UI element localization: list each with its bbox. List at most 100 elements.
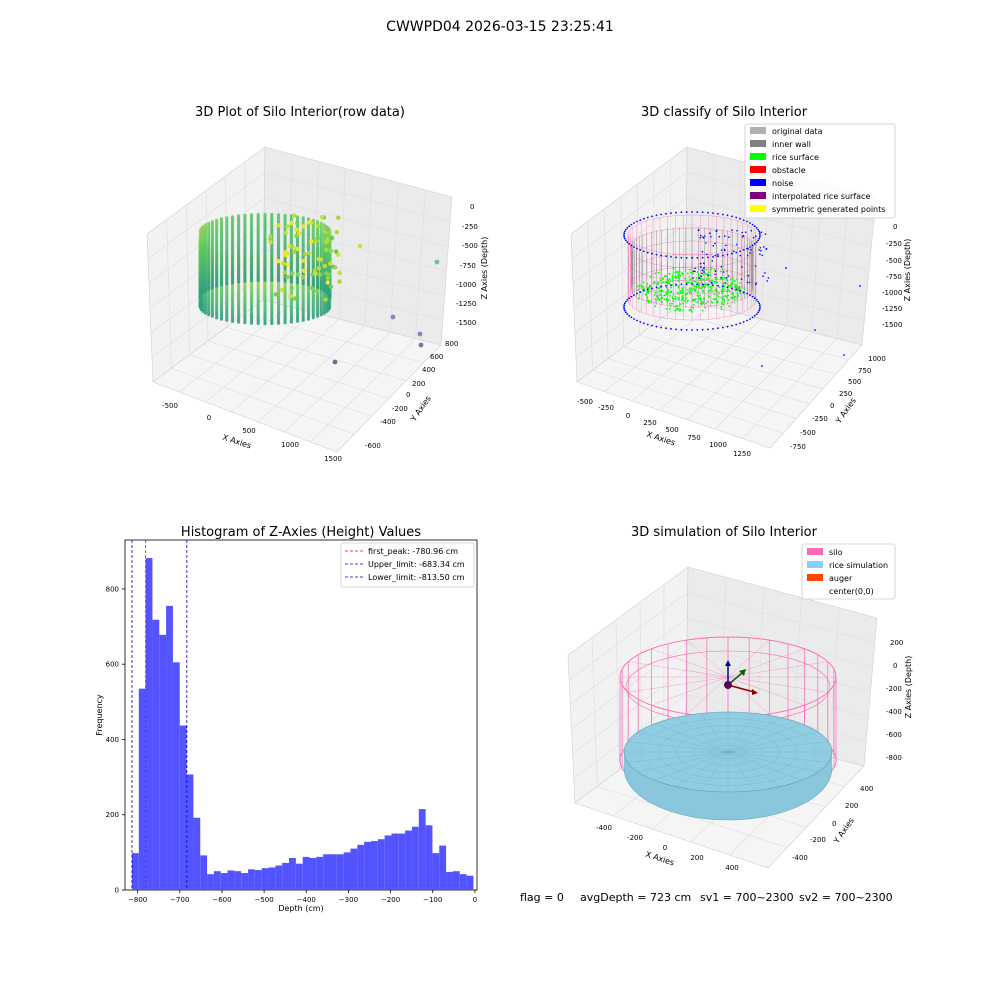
classify-rice-point bbox=[688, 269, 691, 271]
simulation-y-tick: 200 bbox=[845, 802, 858, 810]
classify-noise-point bbox=[716, 229, 718, 232]
classify-noise-point bbox=[751, 223, 754, 226]
raw-point bbox=[337, 279, 342, 284]
simulation-z-tick: -200 bbox=[886, 685, 902, 693]
classify-panel-title: 3D classify of Silo Interior bbox=[641, 105, 808, 120]
simulation-silo-roof-line bbox=[686, 639, 729, 678]
classify-noise-point bbox=[707, 256, 709, 259]
classify-noise-point bbox=[626, 241, 629, 244]
classify-rice-point bbox=[678, 277, 680, 280]
classify-y-tick-labels: -750 -500 -250 0 250 500 750 1000 bbox=[790, 355, 886, 451]
raw-point bbox=[314, 288, 320, 294]
classify-noise-point bbox=[636, 319, 638, 322]
classify-noise-point bbox=[717, 212, 719, 215]
histogram-bar bbox=[241, 873, 249, 890]
raw-point bbox=[295, 272, 301, 277]
raw-point bbox=[324, 271, 329, 276]
classify-rice-point bbox=[720, 301, 723, 304]
classify-noise-point bbox=[753, 225, 756, 228]
raw-grid-line bbox=[415, 189, 426, 339]
histogram-x-axis-label: Depth (cm) bbox=[278, 904, 323, 913]
classify-rice-point bbox=[639, 284, 642, 287]
classify-noise-point bbox=[739, 322, 741, 325]
classify-z-tick: -1250 bbox=[882, 305, 902, 313]
raw-point bbox=[289, 280, 293, 284]
classify-noise-point bbox=[623, 309, 626, 312]
classify-rice-point bbox=[649, 300, 652, 303]
classify-noise-point bbox=[633, 294, 635, 296]
classify-noise-point bbox=[754, 283, 757, 286]
raw-point bbox=[320, 214, 325, 220]
raw-outlier-point bbox=[417, 331, 423, 337]
classify-noise-point bbox=[680, 328, 683, 331]
classify-rice-point bbox=[725, 270, 728, 272]
classify-noise-point bbox=[711, 260, 714, 262]
simulation-legend-label: silo bbox=[829, 548, 843, 557]
classify-rice-point bbox=[699, 298, 702, 300]
classify-rice-point bbox=[669, 305, 672, 307]
classify-noise-point bbox=[628, 297, 631, 300]
classify-noise-point bbox=[651, 215, 653, 218]
simulation-x-tick: -200 bbox=[627, 834, 643, 842]
classify-y-tick: -250 bbox=[812, 415, 828, 423]
classify-rice-point bbox=[723, 288, 726, 291]
raw-point bbox=[295, 281, 300, 285]
histogram-x-tick-label: 0 bbox=[473, 896, 477, 904]
classify-noise-point bbox=[691, 283, 693, 285]
histogram-bar bbox=[446, 871, 453, 890]
histogram-bar bbox=[364, 841, 371, 890]
classify-noise-point bbox=[623, 235, 626, 238]
classify-rice-point bbox=[723, 300, 726, 303]
raw-y-tick: 400 bbox=[422, 366, 435, 374]
raw-z-tick: -1000 bbox=[456, 281, 476, 289]
raw-y-tick: -200 bbox=[392, 405, 408, 413]
classify-rice-point bbox=[730, 283, 733, 286]
classify-rice-point bbox=[654, 305, 657, 308]
classify-noise-point bbox=[685, 329, 688, 331]
classify-noise-point bbox=[712, 284, 714, 286]
classify-rice-point bbox=[678, 270, 681, 272]
classify-noise-point bbox=[703, 237, 705, 239]
classify-rice-point bbox=[732, 295, 735, 297]
raw-z-tick: -1250 bbox=[456, 300, 476, 308]
classify-rice-point bbox=[686, 293, 688, 295]
classify-rice-point bbox=[700, 303, 703, 306]
histogram-y-tick-label: 200 bbox=[106, 811, 119, 819]
histogram-bar bbox=[248, 869, 255, 890]
classify-noise-point bbox=[651, 324, 653, 327]
classify-noise-point bbox=[685, 211, 688, 214]
classify-noise-point bbox=[714, 242, 716, 245]
classify-rice-point bbox=[693, 280, 696, 283]
classify-rice-point bbox=[663, 294, 666, 297]
histogram-bar bbox=[295, 863, 303, 890]
classify-noise-point bbox=[700, 266, 702, 268]
simulation-y-tick: -400 bbox=[792, 854, 808, 862]
classify-rice-point bbox=[699, 287, 701, 289]
classify-noise-point bbox=[753, 297, 756, 300]
classify-y-tick: -500 bbox=[800, 429, 816, 437]
classify-noise-point bbox=[757, 239, 759, 242]
classify-noise-point bbox=[651, 287, 653, 290]
classify-rice-point bbox=[705, 268, 708, 271]
simulation-legend-label: center(0,0) bbox=[829, 587, 874, 596]
simulation-z-tick: 0 bbox=[893, 662, 897, 670]
classify-noise-point bbox=[646, 216, 649, 219]
classify-rice-point bbox=[731, 281, 734, 284]
classify-z-tick: -250 bbox=[886, 240, 902, 248]
classify-rice-point bbox=[683, 300, 685, 302]
raw-point bbox=[215, 284, 219, 288]
raw-grid-line bbox=[207, 340, 390, 399]
classify-noise-point bbox=[758, 235, 761, 238]
raw-point bbox=[276, 279, 281, 283]
simulation-z-tick: -800 bbox=[886, 754, 902, 762]
raw-y-tick: -400 bbox=[380, 418, 396, 426]
simulation-rice-mesh bbox=[727, 751, 781, 787]
classify-rice-point bbox=[659, 279, 662, 282]
classify-rice-point bbox=[668, 278, 671, 281]
classify-noise-point bbox=[694, 270, 696, 273]
classify-legend-swatch bbox=[750, 153, 766, 160]
raw-point bbox=[319, 287, 323, 291]
classify-noise-point bbox=[646, 288, 649, 291]
raw-point bbox=[273, 292, 279, 297]
classify-rice-point bbox=[702, 273, 705, 276]
